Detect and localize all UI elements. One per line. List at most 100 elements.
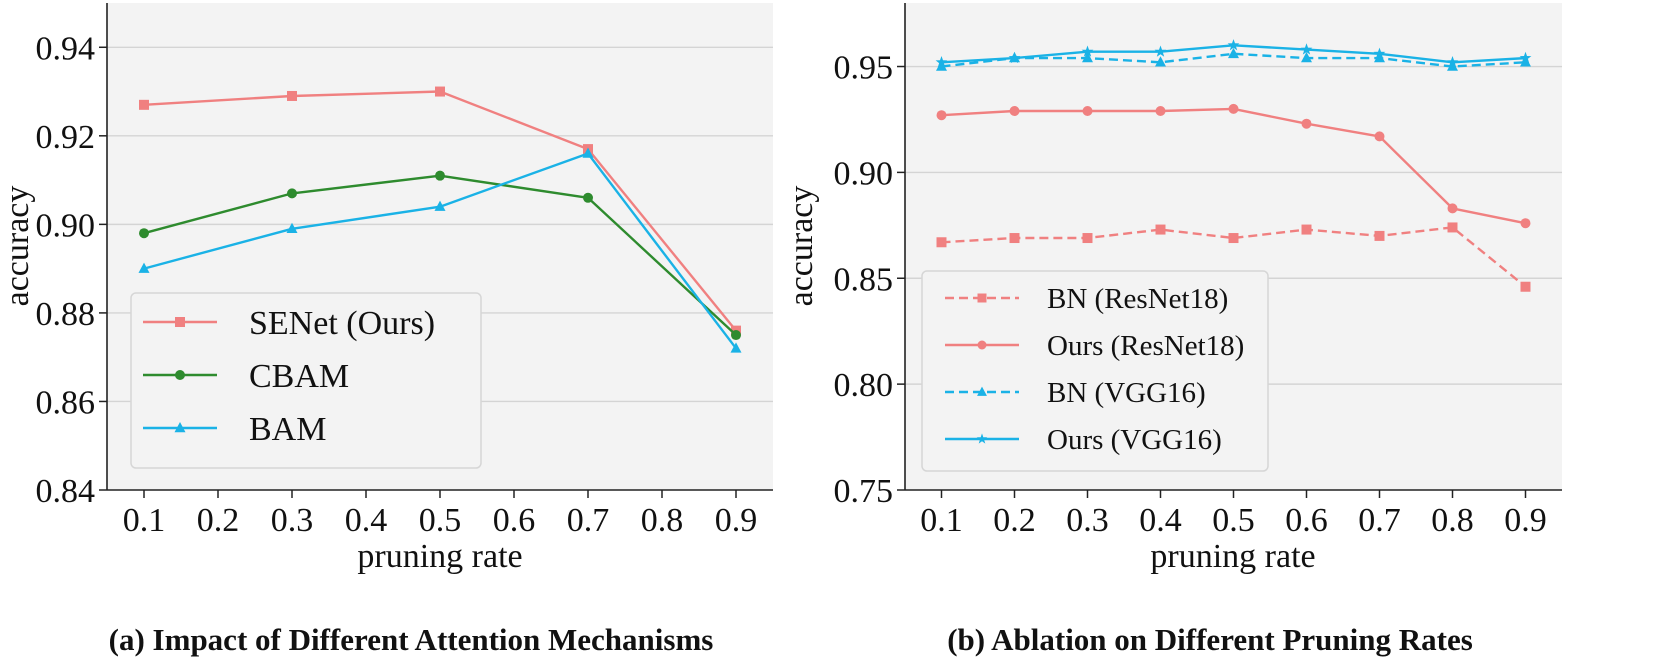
x-tick-label: 0.4 [345,502,388,539]
data-point [1447,203,1458,214]
x-tick-label: 0.1 [123,502,166,539]
data-point [1009,233,1020,244]
x-tick-label: 0.2 [993,502,1036,539]
data-point [1155,224,1166,235]
data-point [1227,39,1240,51]
y-tick-label: 0.94 [36,30,96,67]
data-point [287,90,297,101]
series-ours-vgg16 [935,39,1532,68]
data-point [1374,230,1385,241]
legend-marker [977,293,987,303]
legend-marker [976,433,988,444]
legend-label: CBAM [249,358,349,395]
panel-a-chart: 0.84 0.86 0.88 0.90 0.92 0.94 0.1 0.2 0.3 0.4 0.5… [0,3,773,657]
legend-label: Ours (ResNet18) [1047,330,1244,362]
data-point [138,262,150,273]
legend-box [130,292,482,469]
data-point [731,330,741,341]
x-tick-label: 0.6 [493,502,536,539]
data-point [287,188,297,199]
series-layer [935,39,1532,292]
data-point [1373,47,1386,59]
data-point [434,200,446,211]
caption-b: (b) Ablation on Different Pruning Rates [947,622,1473,657]
panel-b-chart: 0.750.800.850.900.95 0.1 0.2 0.3 0.4 0.5 0.6 0… [783,3,1562,657]
data-point [139,228,149,239]
legend-label: BN (ResNet18) [1047,283,1228,315]
data-point [1374,52,1385,63]
legend-item-senet-ours: SENet (Ours) [143,305,435,342]
series-layer [138,86,742,353]
legend-item-cbam: CBAM [143,358,349,395]
x-tick-label: 0.3 [271,502,314,539]
data-point [1447,222,1458,233]
y-tick-label: 0.90 [36,207,96,244]
data-point [1154,45,1167,57]
series-ours-resnet18 [936,103,1531,229]
legend-marker [175,317,185,327]
data-point [1009,105,1020,116]
legend-item-bn-resnet18: BN (ResNet18) [945,283,1228,315]
data-point [435,86,445,97]
x-tick-label: 0.5 [419,502,462,539]
series-cbam [139,170,741,341]
data-point [139,99,149,110]
data-point [1301,118,1312,129]
y-axis-label: accuracy [783,186,820,307]
x-tick-label: 0.9 [715,502,758,539]
y-tick-label: 0.86 [36,384,96,421]
series-bn-resnet18 [936,222,1531,292]
legend-box [921,270,1269,472]
data-point [1374,131,1385,142]
legend-item-bam: BAM [143,411,326,448]
data-point [1520,56,1531,67]
y-tick-label: 0.85 [834,261,894,298]
legend-marker [174,422,186,433]
data-point [1081,45,1094,57]
x-tick-label: 0.4 [1139,502,1182,539]
x-tick-label: 0.5 [1212,502,1255,539]
series-bn-vgg16 [936,47,1531,71]
legend-marker [977,386,987,396]
data-point [1082,52,1093,63]
data-point [1520,281,1531,292]
legend-label: SENet (Ours) [249,305,435,342]
legend-item-bn-vgg16: BN (VGG16) [945,377,1206,409]
data-point [286,222,298,234]
data-point [935,56,948,68]
data-point [1082,233,1093,244]
legend-item-ours-resnet18: Ours (ResNet18) [945,330,1244,362]
data-point [1228,47,1239,59]
x-tick-label: 0.8 [641,502,684,539]
x-tick-label: 0.6 [1285,502,1328,539]
caption-a: (a) Impact of Different Attention Mechan… [109,622,714,657]
data-point [1301,52,1312,63]
data-point [1519,51,1532,64]
data-point [582,147,594,158]
y-ticks: 0.75 0.80 0.85 0.90 0.95 [834,50,905,510]
legend-items: SENet (Ours) CBAM BAM [143,305,435,448]
data-point [1301,224,1312,235]
y-tick-label: 0.92 [36,119,96,156]
data-point [1228,103,1239,114]
legend-marker [175,370,185,380]
data-point [936,237,947,248]
x-tick-label: 0.7 [1358,502,1401,539]
data-point [936,110,947,121]
legend: SENet (Ours) CBAM BAM [130,292,482,469]
data-point [1228,233,1239,244]
y-ticks: 0.84 0.86 0.88 0.90 0.92 0.94 [36,30,107,510]
y-tick-label: 0.95 [834,50,894,87]
x-tick-label: 0.3 [1066,502,1109,539]
data-point [1446,56,1459,68]
data-point [1082,105,1093,116]
y-tick-label: 0.84 [36,473,96,510]
x-tick-label: 0.2 [197,502,240,539]
y-tick-label: 0.88 [36,296,96,333]
data-point [1447,60,1458,71]
x-axis-label: pruning rate [1150,538,1315,575]
x-ticks: 0.1 0.2 0.3 0.4 0.5 0.6 0.7 0.8 0.9 [920,490,1547,539]
y-tick-label: 0.90 [834,155,894,192]
data-point [1155,105,1166,116]
